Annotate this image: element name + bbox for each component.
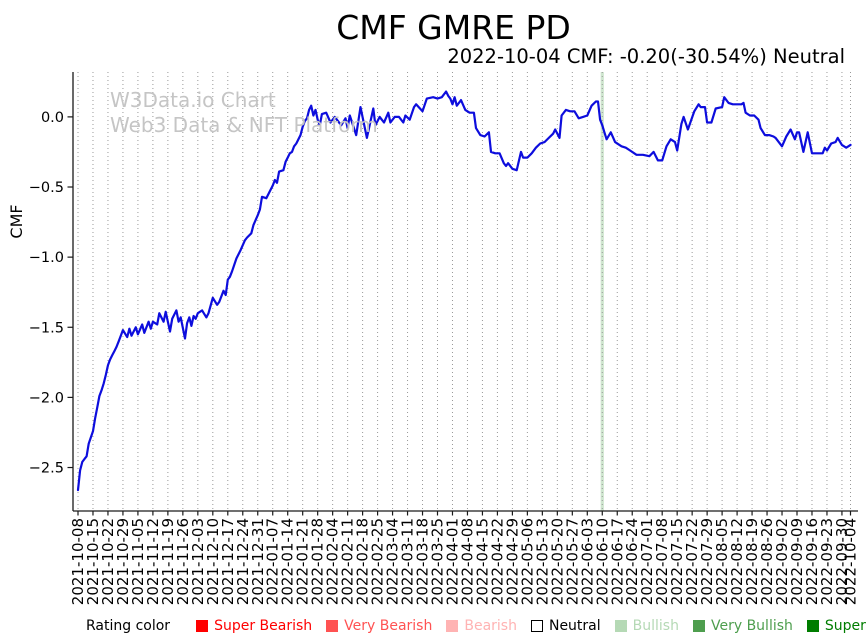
x-tick-label: 2022-07-29 — [698, 518, 716, 605]
x-tick-label: 2022-06-03 — [578, 518, 596, 605]
x-tick-label: 2021-11-26 — [174, 518, 192, 605]
x-tick-label: 2021-12-31 — [249, 518, 267, 605]
x-tick-label: 2022-02-25 — [369, 518, 387, 605]
legend-item-neutral: Neutral — [530, 618, 601, 634]
legend-swatch — [326, 620, 339, 632]
y-tick-label: −1.0 — [29, 250, 64, 266]
x-tick-label: 2022-03-18 — [414, 518, 432, 605]
x-tick-label: 2022-07-01 — [638, 518, 656, 605]
x-tick-label: 2022-09-02 — [773, 518, 791, 605]
legend-item-label: Super Bearish — [214, 618, 313, 634]
x-tick-label: 2022-06-17 — [608, 518, 626, 605]
x-tick-label: 2022-09-23 — [818, 518, 836, 605]
gridlines — [77, 72, 851, 511]
legend-swatch — [446, 620, 459, 632]
legend-swatch — [196, 620, 209, 632]
legend-item-label: Neutral — [548, 618, 601, 634]
y-tick-label: −0.5 — [29, 180, 64, 196]
x-tick-label: 2022-05-20 — [548, 518, 566, 605]
x-tick-label: 2021-12-17 — [219, 518, 237, 605]
cmf-line-chart: 2021-10-082021-10-152021-10-222021-10-29… — [7, 72, 860, 605]
x-tick-label: 2022-08-26 — [758, 518, 776, 605]
y-tick-label: −1.5 — [29, 320, 64, 336]
legend-item-super-bearish: Super Bearish — [196, 618, 312, 634]
x-tick-label: 2021-10-15 — [84, 518, 102, 605]
x-tick-label: 2022-06-24 — [623, 518, 641, 605]
x-tick-label: 2021-10-08 — [69, 518, 87, 605]
legend-item-label: Very Bearish — [344, 618, 433, 634]
x-tick-label: 2022-04-22 — [488, 518, 506, 605]
y-axis-label: CMF — [7, 204, 26, 238]
x-tick-label: 2022-05-13 — [533, 518, 551, 605]
x-tick-label: 2022-03-11 — [399, 518, 417, 605]
x-tick-label: 2022-08-19 — [743, 518, 761, 605]
legend-item-very-bearish: Very Bearish — [326, 618, 432, 634]
x-tick-label: 2022-08-05 — [713, 518, 731, 605]
x-tick-label: 2022-05-27 — [563, 518, 581, 605]
x-tick-label: 2022-03-25 — [429, 518, 447, 605]
x-tick-label: 2022-08-12 — [728, 518, 746, 605]
x-tick-label: 2022-04-01 — [443, 518, 461, 605]
x-tick-label: 2022-07-08 — [653, 518, 671, 605]
legend-item-very-bullish: Very Bullish — [692, 618, 793, 634]
x-tick-label: 2022-03-04 — [384, 518, 402, 605]
y-tick-label: −2.0 — [29, 390, 64, 406]
legend-swatch — [614, 620, 627, 632]
y-tick-label: 0.0 — [41, 110, 64, 126]
x-tick-label: 2022-01-21 — [294, 518, 312, 605]
page-title: CMF GMRE PD — [336, 8, 571, 47]
chart-subtitle: 2022-10-04 CMF: -0.20(-30.54%) Neutral — [447, 45, 845, 68]
x-tick-label: 2021-12-24 — [234, 518, 252, 605]
legend-title: Rating color — [86, 618, 171, 634]
x-tick-label: 2021-12-10 — [204, 518, 222, 605]
x-tick-label: 2021-11-12 — [144, 518, 162, 605]
x-tick-label: 2022-04-29 — [503, 518, 521, 605]
x-tick-label: 2022-09-16 — [803, 518, 821, 605]
x-tick-label: 2021-10-29 — [114, 518, 132, 605]
x-tick-label: 2021-10-22 — [99, 518, 117, 605]
x-tick-label: 2022-09-30 — [833, 518, 851, 605]
x-tick-label: 2022-01-14 — [279, 518, 297, 605]
legend-item-super-bullish: Super Bullish — [806, 618, 867, 634]
x-tick-label: 2022-06-10 — [593, 518, 611, 605]
x-tick-label: 2022-02-11 — [339, 518, 357, 605]
x-tick-label: 2021-11-05 — [129, 518, 147, 605]
legend-swatch — [530, 620, 543, 632]
legend-item-label: Bearish — [464, 618, 517, 634]
legend-swatch — [692, 620, 705, 632]
event-band-2022-06-10 — [600, 72, 604, 511]
x-tick-label: 2021-12-03 — [189, 518, 207, 605]
x-tick-label: 2022-02-18 — [354, 518, 372, 605]
x-axis-ticks: 2021-10-082021-10-152021-10-222021-10-29… — [69, 511, 860, 605]
legend-item-bearish: Bearish — [446, 618, 517, 634]
legend-item-label: Very Bullish — [710, 618, 793, 634]
x-tick-label: 2022-01-28 — [309, 518, 327, 605]
x-tick-label: 2021-11-19 — [159, 518, 177, 605]
legend-item-label: Super Bullish — [824, 618, 867, 634]
y-tick-label: −2.5 — [29, 461, 64, 477]
rating-color-legend: Rating color Super Bearish Very Bearish Be… — [86, 613, 867, 639]
legend-item-label: Bullish — [632, 618, 679, 634]
x-tick-label: 2022-09-09 — [788, 518, 806, 605]
x-tick-label: 2022-07-22 — [683, 518, 701, 605]
x-tick-label: 2022-05-06 — [518, 518, 536, 605]
cmf-series-line — [76, 90, 852, 492]
x-tick-label: 2022-01-07 — [264, 518, 282, 605]
x-tick-label: 2022-04-08 — [458, 518, 476, 605]
x-tick-label: 2022-10-04 — [842, 518, 860, 605]
legend-item-bullish: Bullish — [614, 618, 679, 634]
x-tick-label: 2022-02-04 — [324, 518, 342, 605]
y-axis-ticks: 0.0 −0.5 −1.0 −1.5 −2.0 −2.5 — [29, 110, 73, 477]
x-tick-label: 2022-04-15 — [473, 518, 491, 605]
x-tick-label: 2022-07-15 — [668, 518, 686, 605]
legend-swatch — [806, 620, 819, 632]
